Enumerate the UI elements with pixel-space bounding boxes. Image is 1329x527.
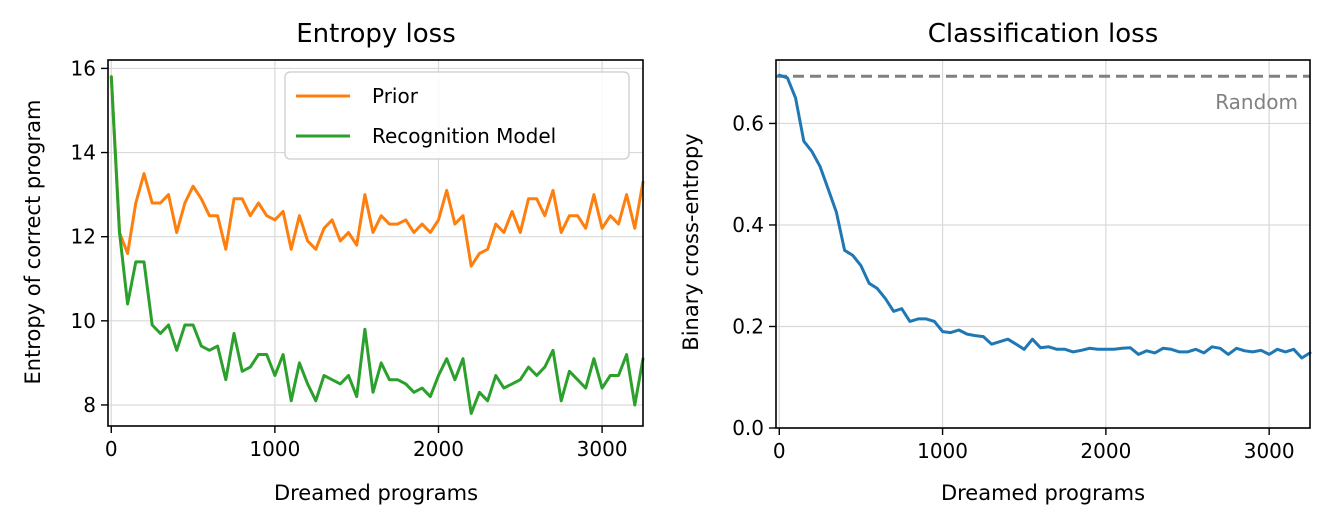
chart-title: Classification loss	[928, 19, 1159, 49]
classification-loss-panel: Classification loss Dreamed programs Bin…	[679, 19, 1312, 505]
y-tick-label: 16	[71, 56, 96, 80]
x-tick-label: 0	[105, 437, 118, 461]
series-layer	[777, 73, 1312, 360]
y-tick-label: 0.4	[732, 213, 764, 237]
grid	[776, 60, 1310, 429]
entropy-loss-panel: Entropy loss Dreamed programs Entropy of…	[21, 19, 645, 505]
x-tick-label: 3000	[1244, 439, 1295, 463]
random-annotation: Random	[1215, 90, 1298, 114]
series-line-prior	[109, 75, 645, 268]
y-tick-label: 0.2	[732, 314, 764, 338]
axes-frame	[107, 59, 644, 427]
y-tick-label: 8	[83, 393, 96, 417]
x-axis-label: Dreamed programs	[941, 481, 1145, 505]
x-tick-label: 2000	[413, 437, 464, 461]
y-tick-label: 0.0	[732, 416, 764, 440]
axes-frame	[775, 59, 1311, 429]
legend: Prior Recognition Model	[284, 71, 630, 160]
legend-box	[284, 71, 630, 160]
ticks: 0 1000 2000 3000 0.0 0.2 0.4 0.6	[732, 111, 1294, 463]
y-axis-label: Binary cross-entropy	[679, 133, 703, 350]
x-tick-label: 2000	[1080, 439, 1131, 463]
x-axis-label: Dreamed programs	[274, 481, 478, 505]
y-axis-label: Entropy of correct program	[21, 99, 45, 384]
x-tick-label: 1000	[249, 437, 300, 461]
x-tick-label: 0	[773, 439, 786, 463]
legend-label-prior: Prior	[372, 84, 419, 108]
y-tick-label: 10	[71, 309, 96, 333]
series-layer	[109, 75, 645, 415]
y-tick-label: 0.6	[732, 111, 764, 135]
x-tick-label: 1000	[917, 439, 968, 463]
series-line-0	[777, 73, 1312, 360]
x-tick-label: 3000	[577, 437, 628, 461]
ticks: 0 1000 2000 3000 8 10 12 14 16	[71, 56, 628, 461]
y-tick-label: 12	[71, 225, 96, 249]
chart-title: Entropy loss	[296, 19, 456, 49]
legend-label-recognition-model: Recognition Model	[372, 124, 556, 148]
series-line-recognition-model	[109, 75, 645, 415]
y-tick-label: 14	[71, 141, 96, 165]
